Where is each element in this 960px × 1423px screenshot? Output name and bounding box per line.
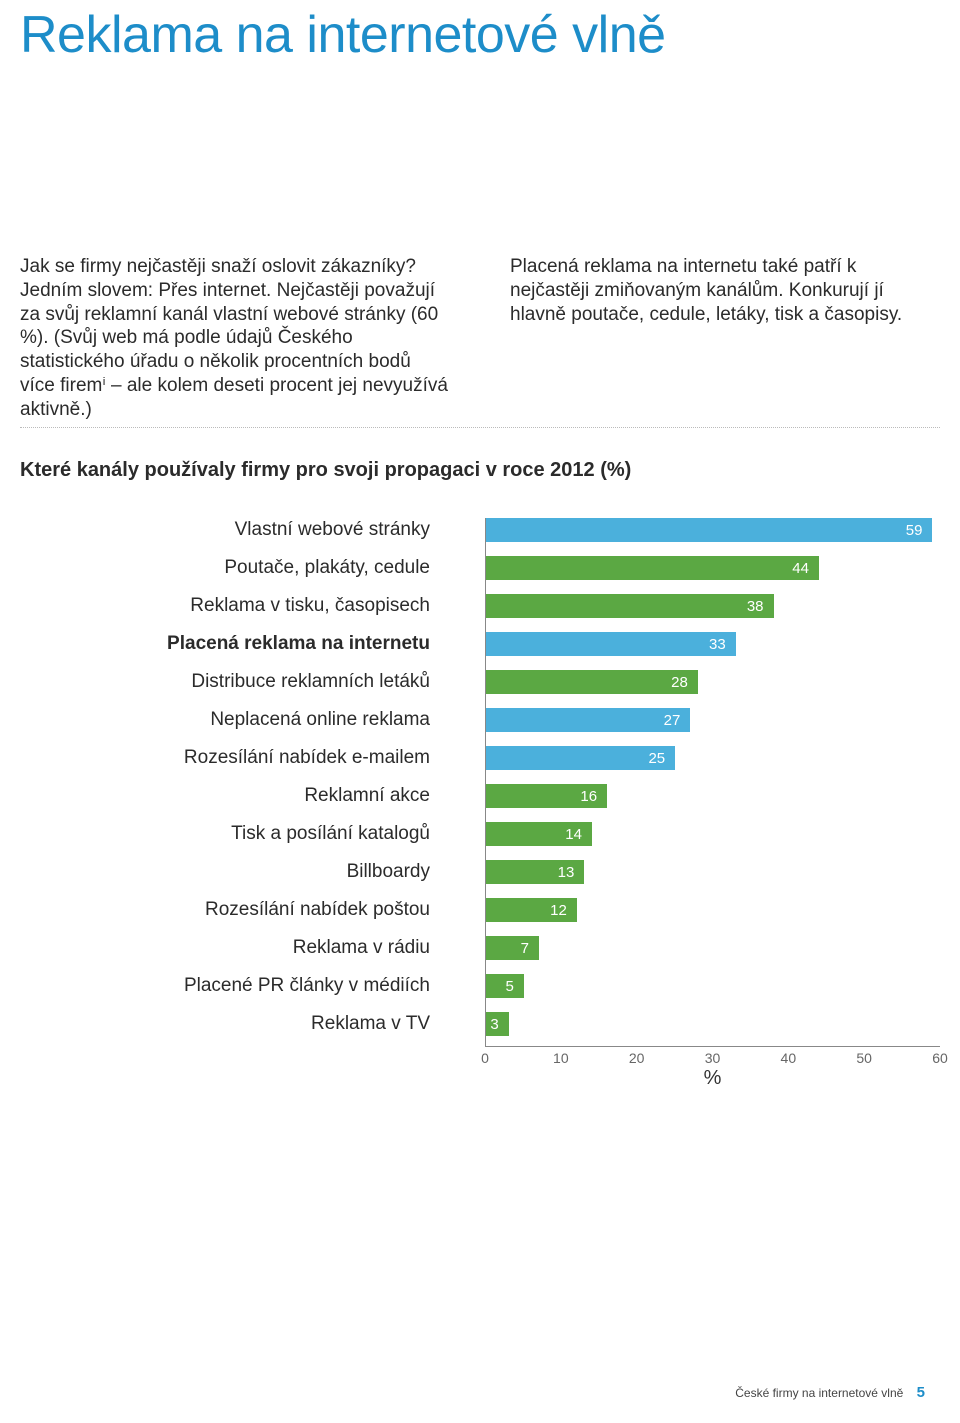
intro-columns: Jak se firmy nejčastěji snaží oslovit zá… [20, 255, 940, 428]
chart-label: Poutače, plakáty, cedule [20, 556, 430, 580]
bar-chart: Vlastní webové stránky Poutače, plakáty, … [20, 518, 940, 1086]
bar-row: 5 [486, 974, 940, 998]
bar: 38 [486, 594, 774, 618]
bar-row: 59 [486, 518, 940, 542]
bar: 12 [486, 898, 577, 922]
x-tick: 60 [932, 1050, 948, 1066]
bar-row: 44 [486, 556, 940, 580]
chart-label: Tisk a posílání katalogů [20, 822, 430, 846]
bar: 3 [486, 1012, 509, 1036]
bar-row: 7 [486, 936, 940, 960]
chart-label: Vlastní webové stránky [20, 518, 430, 542]
bar-row: 25 [486, 746, 940, 770]
bar-row: 13 [486, 860, 940, 884]
chart-label: Rozesílání nabídek poštou [20, 898, 430, 922]
chart-label: Reklama v rádiu [20, 936, 430, 960]
chart-label: Billboardy [20, 860, 430, 884]
bar: 7 [486, 936, 539, 960]
intro-left: Jak se firmy nejčastěji snaží oslovit zá… [20, 255, 450, 421]
bar: 59 [486, 518, 932, 542]
bar-row: 27 [486, 708, 940, 732]
bar-row: 38 [486, 594, 940, 618]
bar: 13 [486, 860, 584, 884]
intro-right: Placená reklama na internetu také patří … [510, 255, 940, 421]
bar: 27 [486, 708, 690, 732]
chart-labels: Vlastní webové stránky Poutače, plakáty, … [20, 518, 430, 1086]
chart-label: Reklama v TV [20, 1012, 430, 1036]
bar-row: 12 [486, 898, 940, 922]
chart-label: Neplacená online reklama [20, 708, 430, 732]
footer-text: České firmy na internetové vlně [735, 1386, 903, 1400]
page-footer: České firmy na internetové vlně 5 [735, 1384, 925, 1401]
x-tick: 30 [705, 1050, 721, 1066]
bar: 28 [486, 670, 698, 694]
bar-row: 28 [486, 670, 940, 694]
bar-row: 3 [486, 1012, 940, 1036]
x-axis: 0102030405060 % [485, 1046, 940, 1086]
bar-row: 33 [486, 632, 940, 656]
bar: 5 [486, 974, 524, 998]
chart-title: Které kanály používaly firmy pro svoji p… [20, 458, 940, 483]
chart-label: Placené PR články v médiích [20, 974, 430, 998]
x-tick: 10 [553, 1050, 569, 1066]
x-tick: 20 [629, 1050, 645, 1066]
bar: 25 [486, 746, 675, 770]
chart-label: Placená reklama na internetu [20, 632, 430, 656]
chart-label: Rozesílání nabídek e-mailem [20, 746, 430, 770]
bar: 16 [486, 784, 607, 808]
x-axis-label: % [485, 1067, 940, 1090]
x-tick: 50 [856, 1050, 872, 1066]
x-tick: 0 [481, 1050, 489, 1066]
page-number: 5 [917, 1384, 925, 1401]
chart-label: Reklamní akce [20, 784, 430, 808]
chart-label: Distribuce reklamních letáků [20, 670, 430, 694]
bar-row: 16 [486, 784, 940, 808]
chart-label: Reklama v tisku, časopisech [20, 594, 430, 618]
page-title: Reklama na internetové vlně [20, 0, 940, 65]
bar: 33 [486, 632, 736, 656]
chart-bars: 5944383328272516141312753 0102030405060 … [485, 518, 940, 1086]
bar: 14 [486, 822, 592, 846]
x-tick: 40 [781, 1050, 797, 1066]
bar-row: 14 [486, 822, 940, 846]
bar: 44 [486, 556, 819, 580]
